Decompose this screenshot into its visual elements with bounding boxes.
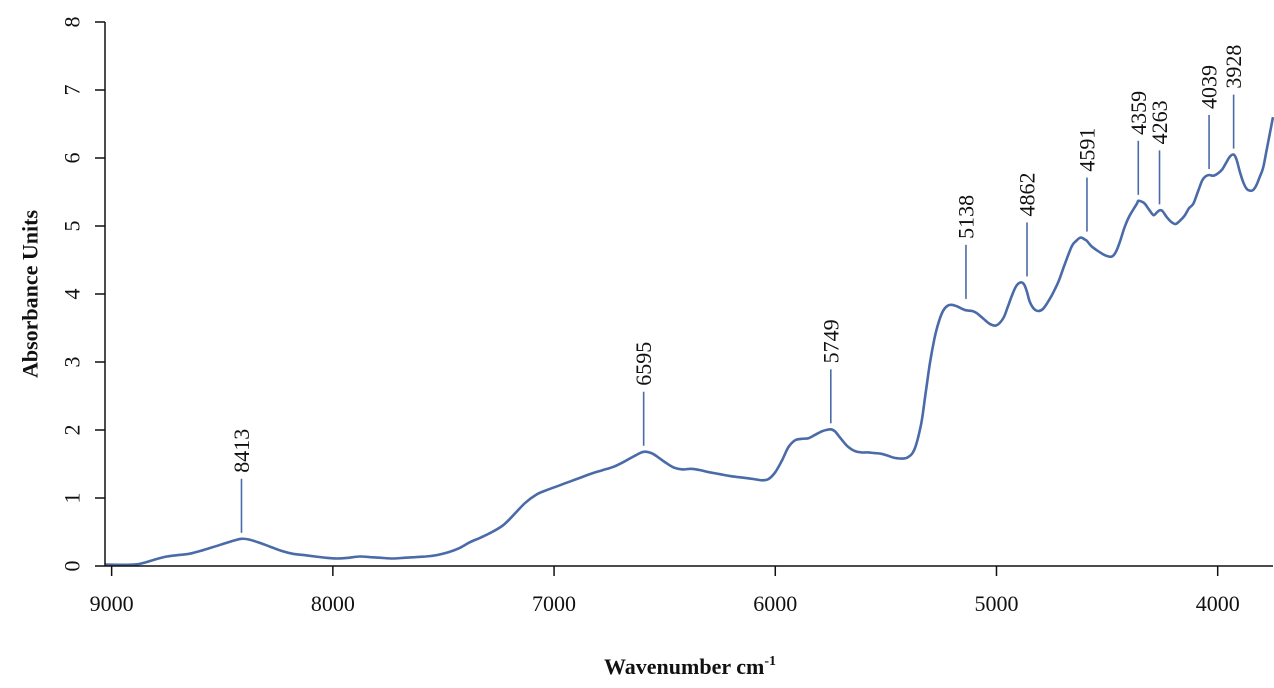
peak-label: 4591 [1074,128,1099,172]
axes [104,22,1273,567]
x-axis-ticks: 9000 8000 7000 6000 5000 4000 [90,566,1240,616]
x-axis-title: Wavenumber cm-1 [604,654,776,679]
x-tick-label: 5000 [974,591,1018,616]
peak-label: 6595 [631,342,656,386]
spectrum-line [104,116,1274,567]
x-axis-title-main: Wavenumber cm [604,654,764,679]
y-axis-ticks: 0 1 2 3 4 5 6 7 8 [60,17,105,572]
peak-label: 4862 [1015,172,1040,216]
peak-label: 5749 [818,319,843,363]
x-tick-label: 9000 [90,591,134,616]
y-tick-label: 2 [60,425,85,436]
x-tick-label: 4000 [1196,591,1240,616]
peak-label: 4039 [1197,65,1222,109]
peak-label: 8413 [229,429,254,473]
y-tick-label: 1 [60,493,85,504]
peak-label: 4263 [1147,100,1172,144]
y-tick-label: 5 [60,221,85,232]
x-tick-label: 8000 [311,591,355,616]
x-axis-title-superscript: -1 [764,654,776,669]
peak-label: 5138 [953,195,978,239]
y-tick-label: 7 [60,85,85,96]
peak-label: 4359 [1126,91,1151,135]
y-tick-label: 4 [60,289,85,300]
y-tick-label: 6 [60,153,85,164]
x-tick-label: 7000 [532,591,576,616]
y-tick-label: 3 [60,357,85,368]
peak-label: 3928 [1221,45,1246,89]
x-tick-label: 6000 [753,591,797,616]
y-tick-label: 8 [60,17,85,28]
y-axis-title: Absorbance Units [18,210,43,379]
plot-area [104,116,1274,567]
y-tick-label: 0 [60,561,85,572]
